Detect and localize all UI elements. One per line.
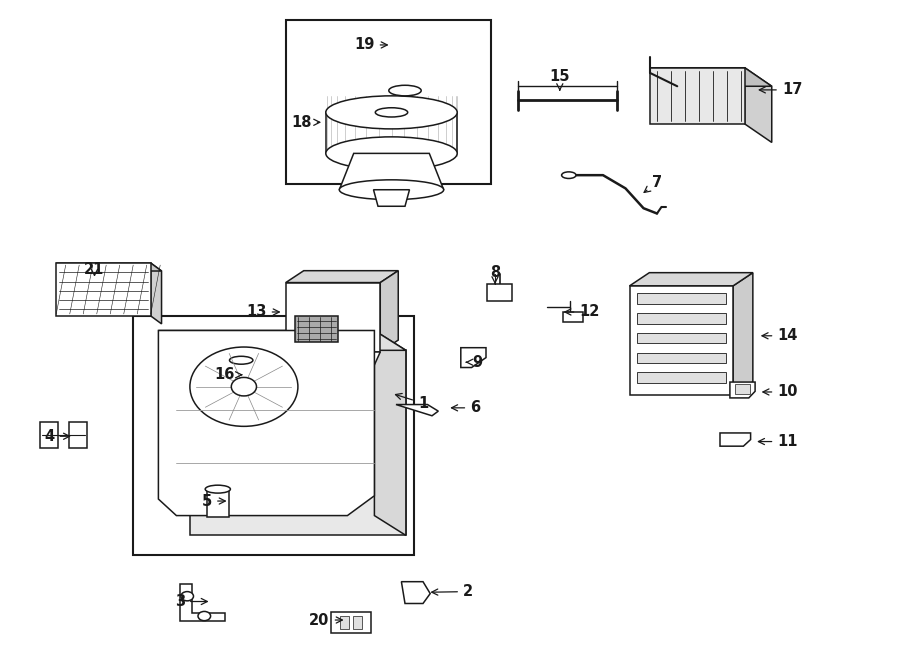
- Polygon shape: [374, 190, 410, 206]
- Text: 12: 12: [565, 305, 599, 319]
- Polygon shape: [374, 330, 406, 535]
- Polygon shape: [190, 350, 406, 535]
- Polygon shape: [339, 153, 444, 190]
- Bar: [650, 68, 745, 124]
- Ellipse shape: [326, 137, 457, 170]
- Bar: [637, 332, 725, 344]
- Text: 4: 4: [44, 429, 69, 444]
- Text: 21: 21: [85, 262, 104, 277]
- Polygon shape: [745, 68, 772, 143]
- Text: 15: 15: [550, 69, 570, 90]
- Polygon shape: [40, 422, 58, 448]
- Text: 14: 14: [762, 329, 797, 343]
- Ellipse shape: [181, 592, 194, 601]
- Bar: [637, 352, 725, 364]
- Polygon shape: [733, 272, 752, 395]
- Text: 8: 8: [490, 266, 500, 284]
- Bar: [629, 286, 733, 395]
- Text: 6: 6: [452, 401, 481, 415]
- Bar: [637, 313, 725, 324]
- Bar: [295, 316, 338, 342]
- Text: 7: 7: [644, 175, 662, 192]
- Text: 13: 13: [247, 305, 279, 319]
- Ellipse shape: [375, 108, 408, 117]
- Polygon shape: [401, 582, 430, 603]
- Polygon shape: [396, 405, 438, 416]
- Bar: [487, 284, 512, 301]
- Polygon shape: [158, 330, 406, 350]
- Text: 17: 17: [760, 83, 802, 97]
- Polygon shape: [286, 352, 380, 371]
- Bar: [286, 283, 380, 352]
- Bar: [286, 20, 490, 184]
- Polygon shape: [629, 272, 752, 286]
- Polygon shape: [380, 271, 398, 352]
- Ellipse shape: [562, 172, 576, 178]
- Bar: [340, 616, 349, 629]
- Polygon shape: [56, 263, 162, 271]
- Polygon shape: [286, 271, 398, 283]
- Bar: [232, 360, 250, 385]
- Text: 10: 10: [763, 385, 797, 399]
- Polygon shape: [461, 348, 486, 368]
- Polygon shape: [69, 422, 87, 448]
- Text: 2: 2: [432, 584, 473, 599]
- Polygon shape: [720, 433, 751, 446]
- Ellipse shape: [326, 96, 457, 129]
- Bar: [133, 316, 414, 555]
- Text: 16: 16: [215, 368, 242, 382]
- Ellipse shape: [230, 356, 253, 364]
- Ellipse shape: [389, 85, 421, 96]
- Bar: [637, 293, 725, 304]
- Text: 18: 18: [292, 115, 320, 130]
- Polygon shape: [158, 330, 374, 516]
- Text: 11: 11: [759, 434, 797, 449]
- Text: 5: 5: [202, 494, 225, 508]
- Bar: [563, 312, 583, 322]
- Ellipse shape: [339, 180, 444, 200]
- Polygon shape: [650, 68, 772, 87]
- Text: 19: 19: [355, 38, 387, 52]
- Ellipse shape: [205, 485, 230, 493]
- Text: 20: 20: [310, 613, 342, 627]
- Bar: [735, 384, 750, 394]
- Polygon shape: [730, 382, 755, 398]
- Text: 1: 1: [395, 393, 428, 410]
- Polygon shape: [151, 263, 162, 324]
- Text: 9: 9: [466, 355, 482, 369]
- Bar: [331, 612, 371, 633]
- Polygon shape: [180, 584, 225, 621]
- Text: 3: 3: [175, 594, 207, 609]
- Ellipse shape: [198, 611, 211, 621]
- Bar: [207, 490, 229, 517]
- Bar: [56, 263, 151, 316]
- Ellipse shape: [231, 377, 256, 396]
- Bar: [637, 373, 725, 383]
- Bar: [353, 616, 362, 629]
- Ellipse shape: [190, 347, 298, 426]
